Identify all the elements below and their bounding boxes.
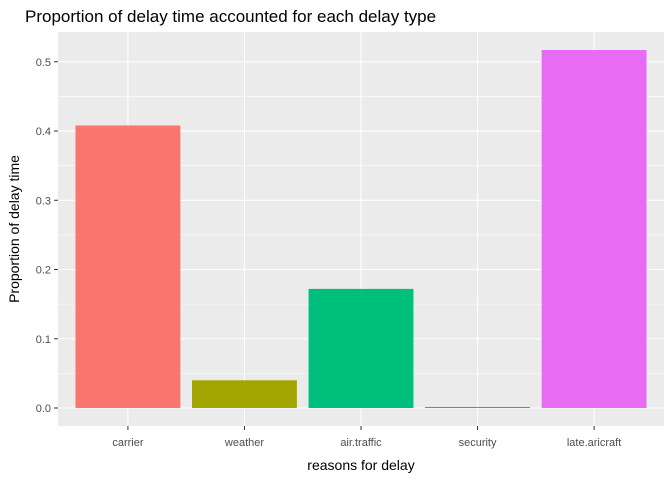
y-tick-label: 0.4 <box>36 126 51 138</box>
bar-security <box>425 406 530 408</box>
y-tick-label: 0.0 <box>36 403 51 415</box>
x-tick-label: late.aricraft <box>567 437 621 449</box>
bar-weather <box>192 380 297 408</box>
x-tick-label: carrier <box>112 437 144 449</box>
bars <box>75 50 647 408</box>
y-axis: 0.0 0.1 0.2 0.3 0.4 0.5 <box>36 57 58 415</box>
bar-late-aricraft <box>541 50 647 408</box>
y-tick-label: 0.5 <box>36 57 51 69</box>
x-tick-label: weather <box>224 437 264 449</box>
y-axis-title: Proportion of delay time <box>6 155 22 303</box>
y-tick-label: 0.3 <box>36 195 51 207</box>
y-tick-label: 0.2 <box>36 265 51 277</box>
bar-carrier <box>75 125 181 408</box>
chart-title: Proportion of delay time accounted for e… <box>25 7 436 26</box>
x-tick-label: security <box>459 437 497 449</box>
x-axis-title: reasons for delay <box>307 457 414 473</box>
y-tick-label: 0.1 <box>36 334 51 346</box>
x-tick-label: air.traffic <box>340 437 382 449</box>
bar-air-traffic <box>308 288 414 408</box>
x-axis: carrier weather air.traffic security late.ar… <box>112 426 621 449</box>
